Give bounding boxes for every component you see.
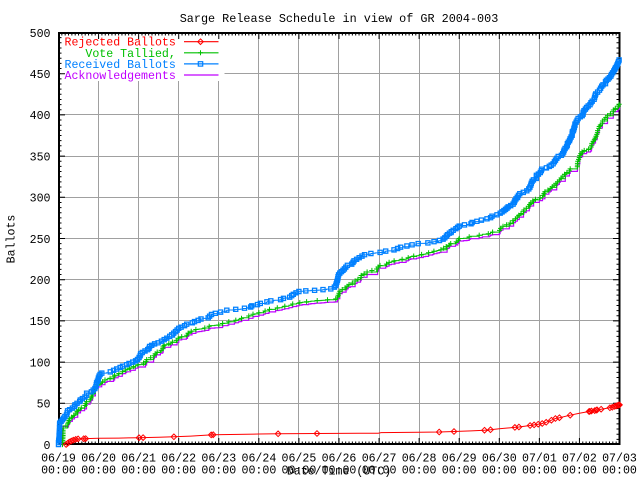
svg-text:06/23: 06/23 (201, 453, 236, 466)
svg-text:06/21: 06/21 (121, 453, 156, 466)
svg-text:00:00: 00:00 (282, 465, 317, 478)
svg-text:00:00: 00:00 (402, 465, 437, 478)
svg-text:00:00: 00:00 (121, 465, 156, 478)
svg-text:Ballots: Ballots (6, 215, 19, 264)
svg-text:06/28: 06/28 (402, 453, 437, 466)
svg-text:Date/Time (UTC): Date/Time (UTC) (287, 466, 391, 479)
svg-text:250: 250 (30, 234, 51, 247)
svg-text:Sarge Release Schedule in view: Sarge Release Schedule in view of GR 200… (180, 12, 499, 26)
svg-text:100: 100 (30, 357, 51, 370)
svg-text:06/19: 06/19 (41, 453, 76, 466)
svg-text:300: 300 (30, 193, 51, 206)
svg-text:06/22: 06/22 (161, 453, 196, 466)
svg-text:200: 200 (30, 275, 51, 288)
svg-text:06/26: 06/26 (322, 453, 357, 466)
svg-text:500: 500 (30, 28, 51, 41)
svg-text:Acknowledgements: Acknowledgements (65, 70, 176, 83)
svg-text:06/30: 06/30 (482, 453, 517, 466)
svg-text:00:00: 00:00 (242, 465, 277, 478)
svg-text:Rejected Ballots: Rejected Ballots (65, 37, 176, 50)
svg-text:06/27: 06/27 (362, 453, 397, 466)
svg-text:00:00: 00:00 (161, 465, 196, 478)
svg-text:07/01: 07/01 (522, 453, 557, 466)
svg-text:400: 400 (30, 110, 51, 123)
svg-text:00:00: 00:00 (362, 465, 397, 478)
svg-text:06/24: 06/24 (242, 453, 277, 466)
svg-text:07/03: 07/03 (602, 453, 637, 466)
svg-text:00:00: 00:00 (322, 465, 357, 478)
svg-text:00:00: 00:00 (522, 465, 557, 478)
svg-text:00:00: 00:00 (482, 465, 517, 478)
svg-text:00:00: 00:00 (81, 465, 116, 478)
svg-text:00:00: 00:00 (442, 465, 477, 478)
svg-text:00:00: 00:00 (602, 465, 637, 478)
svg-text:06/29: 06/29 (442, 453, 477, 466)
svg-text:450: 450 (30, 69, 51, 82)
svg-text:150: 150 (30, 316, 51, 329)
svg-text:Received Ballots: Received Ballots (65, 59, 176, 72)
svg-text:00:00: 00:00 (201, 465, 236, 478)
svg-text:00:00: 00:00 (562, 465, 597, 478)
svg-text:50: 50 (37, 399, 51, 412)
svg-text:06/25: 06/25 (282, 453, 317, 466)
svg-text:350: 350 (30, 151, 51, 164)
svg-text:07/02: 07/02 (562, 453, 597, 466)
svg-text:0: 0 (44, 440, 51, 453)
svg-text:Vote Tallied,: Vote Tallied, (65, 48, 176, 61)
svg-text:00:00: 00:00 (41, 465, 76, 478)
svg-text:06/20: 06/20 (81, 453, 116, 466)
